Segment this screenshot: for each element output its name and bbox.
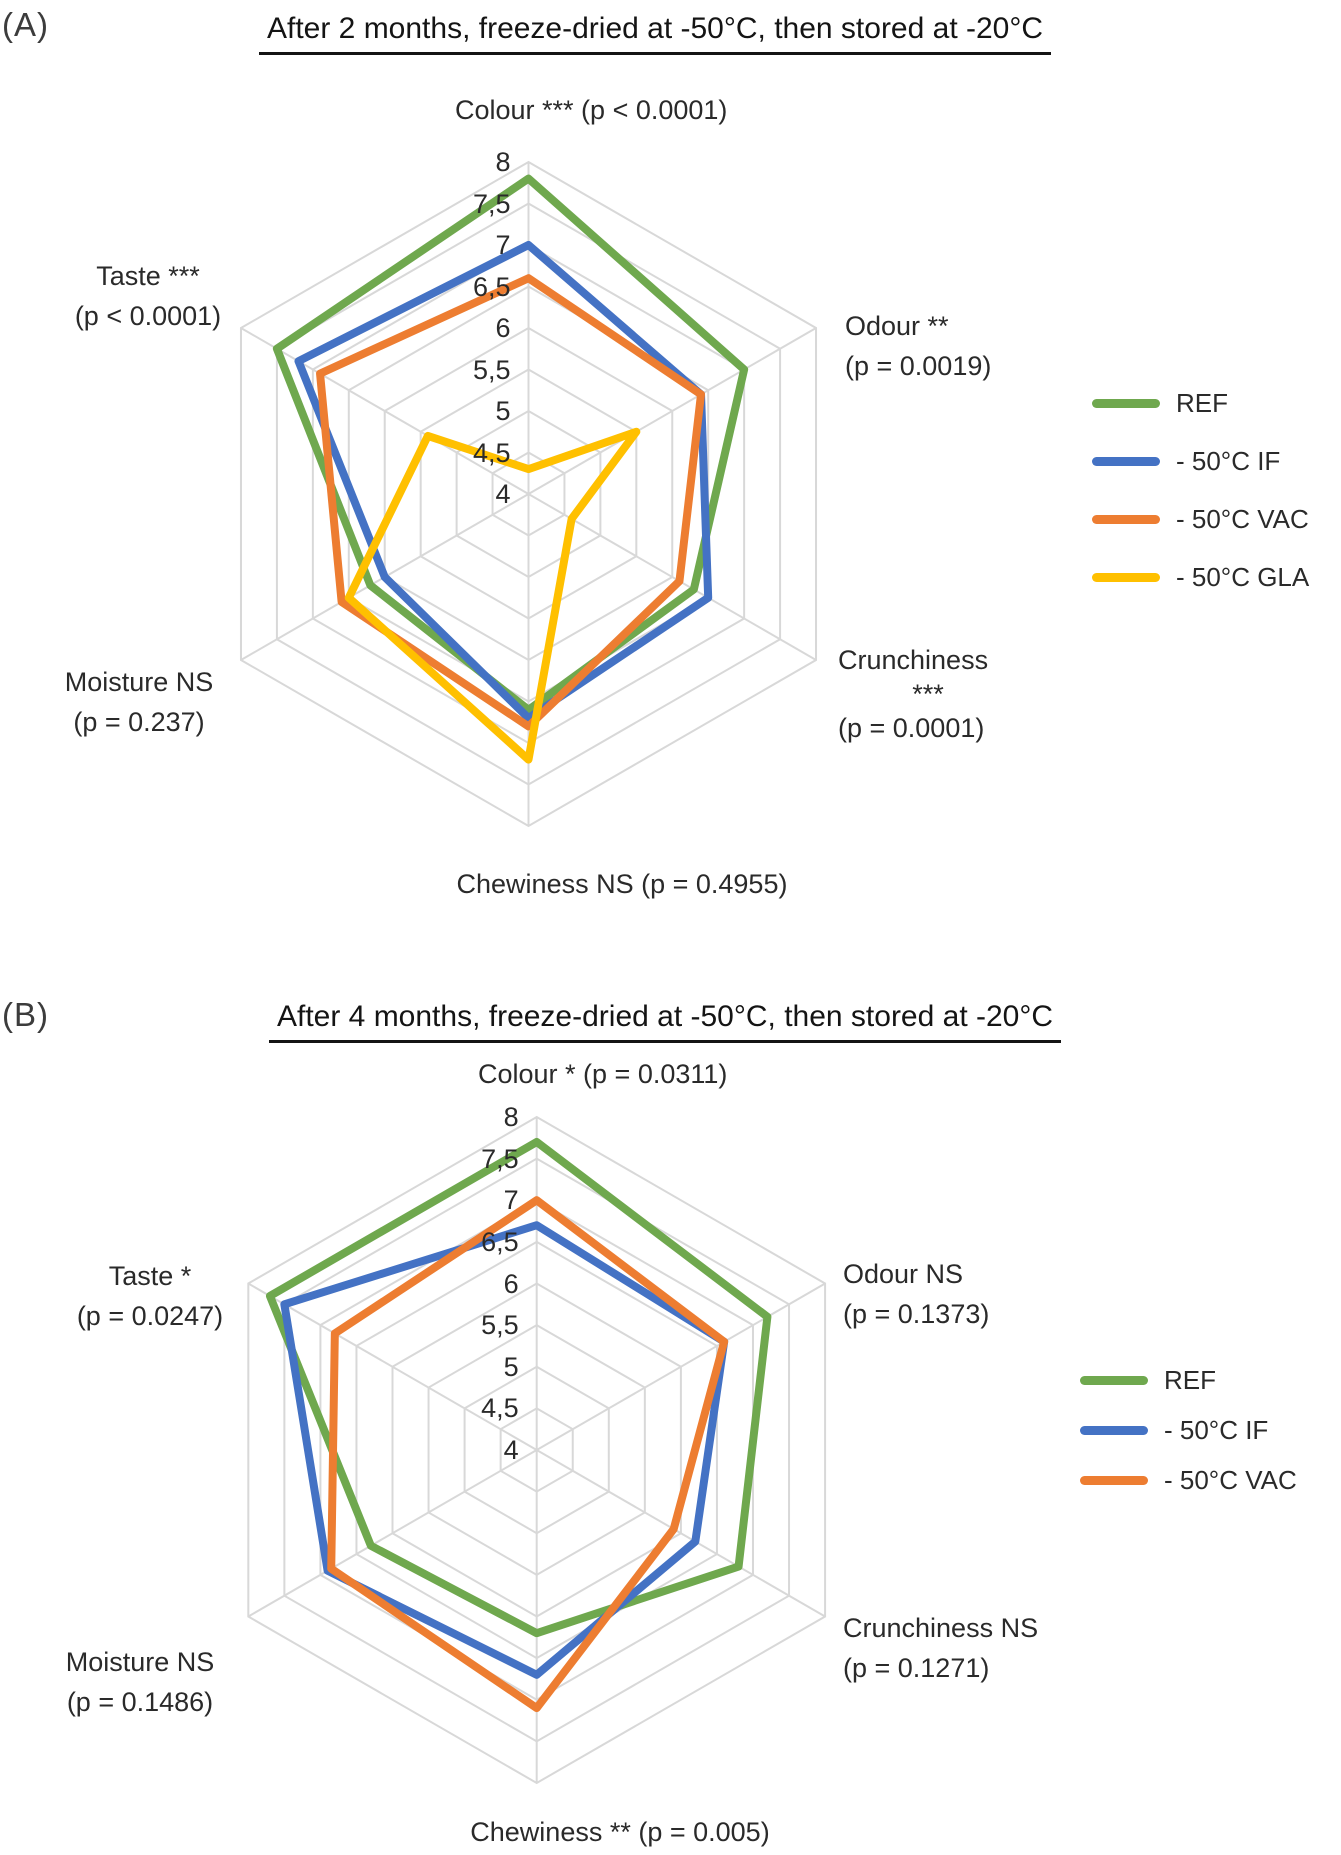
- grid-spoke: [247, 1449, 538, 1618]
- axis-label-line: (p = 0.1486): [66, 1687, 214, 1717]
- axis-label-line: Taste *: [108, 1261, 192, 1291]
- axis-label-crunchiness-b: Crunchiness NS (p = 0.1271): [843, 1608, 1038, 1688]
- legend-item-if: - 50°C IF: [1092, 444, 1309, 478]
- series-line-vac: [327, 1196, 729, 1713]
- chart-b-title: After 4 months, freeze-dried at -50°C, t…: [150, 1000, 1180, 1043]
- axis-label-line: (p < 0.0001): [74, 301, 222, 331]
- axis-label-taste-b: Taste * (p = 0.0247): [50, 1256, 250, 1336]
- grid-ring: [319, 1199, 754, 1701]
- legend-label-ref: REF: [1176, 387, 1228, 418]
- axis-label-moisture-a: Moisture NS (p = 0.237): [40, 662, 238, 742]
- grid-ring: [311, 243, 746, 745]
- radial-tick-label: 4: [503, 1435, 519, 1465]
- radial-tick-label: 7,5: [472, 188, 511, 219]
- legend-item-vac: - 50°C VAC: [1080, 1463, 1297, 1497]
- radial-tick-label: 4,5: [481, 1393, 519, 1424]
- radial-tick-label: 5: [503, 1351, 519, 1382]
- axis-label-line: (p = 0.0001): [838, 713, 985, 743]
- radar-chart-b: [247, 1115, 827, 1785]
- ref-line-swatch: [1092, 398, 1160, 408]
- axis-label-line: (p = 0.0247): [76, 1301, 224, 1331]
- axis-label-line: Odour NS: [843, 1259, 964, 1289]
- if-line-swatch: [1092, 456, 1160, 466]
- panel-a-tag: (A): [2, 6, 49, 43]
- axis-label-line: ***: [912, 679, 944, 709]
- grid-spoke: [528, 327, 817, 495]
- grid-spoke: [528, 493, 817, 661]
- grid-ring: [283, 1157, 791, 1743]
- legend-a: REF - 50°C IF - 50°C VAC - 50°C GLA: [1092, 386, 1309, 618]
- axis-label-odour-a: Odour ** (p = 0.0019): [845, 306, 991, 386]
- grid-spoke: [240, 493, 530, 661]
- legend-item-vac: - 50°C VAC: [1092, 502, 1309, 536]
- legend-item-gla: - 50°C GLA: [1092, 560, 1309, 594]
- legend-label-vac: - 50°C VAC: [1164, 1464, 1297, 1495]
- axis-label-colour-a: Colour *** (p < 0.0001): [455, 95, 728, 125]
- axis-label-line: Moisture NS: [64, 667, 214, 697]
- radial-tick-label: 7: [495, 230, 511, 260]
- axis-label-taste-a: Taste *** (p < 0.0001): [52, 256, 244, 336]
- axis-label-moisture-b: Moisture NS (p = 0.1486): [40, 1642, 240, 1722]
- if-line-swatch: [1080, 1425, 1148, 1435]
- grid-ring: [239, 160, 818, 828]
- radial-tick-label: 8: [503, 1102, 519, 1132]
- axis-label-line: Taste ***: [96, 261, 200, 291]
- grid-ring: [275, 202, 782, 786]
- radial-tick-label: 4,5: [472, 437, 511, 468]
- grid-spoke: [536, 1449, 826, 1618]
- grid-ring: [347, 285, 710, 703]
- axis-label-chewiness-b: Chewiness ** (p = 0.005): [470, 1817, 770, 1847]
- chart-b-title-text: After 4 months, freeze-dried at -50°C, t…: [268, 1000, 1062, 1043]
- radial-tick-label: 5: [495, 396, 511, 426]
- radial-tick-label: 4: [495, 479, 511, 509]
- legend-label-gla: - 50°C GLA: [1176, 561, 1310, 592]
- series-line-ref: [265, 1137, 772, 1638]
- axis-label-line: Crunchiness NS: [843, 1613, 1039, 1643]
- radial-tick-label: 6,5: [472, 271, 511, 302]
- legend-b: REF - 50°C IF - 50°C VAC: [1080, 1363, 1297, 1513]
- legend-label-if: - 50°C IF: [1176, 445, 1281, 476]
- legend-label-vac: - 50°C VAC: [1176, 503, 1309, 534]
- axis-label-line: (p = 0.1373): [843, 1299, 990, 1329]
- radar-chart-a: [239, 160, 818, 828]
- axis-label-line: (p = 0.237): [73, 707, 205, 737]
- grid-spoke: [536, 1282, 826, 1451]
- vac-line-swatch: [1080, 1475, 1148, 1485]
- chart-a-title: After 2 months, freeze-dried at -50°C, t…: [150, 12, 1160, 55]
- grid-ring: [355, 1240, 718, 1660]
- legend-label-if: - 50°C IF: [1164, 1414, 1269, 1445]
- radial-tick-label: 6: [495, 313, 511, 343]
- radial-tick-label: 7: [503, 1185, 519, 1216]
- axis-label-crunchiness-a: Crunchiness *** (p = 0.0001): [838, 640, 1018, 748]
- series-line-ref: [272, 174, 749, 714]
- gla-line-swatch: [1092, 572, 1160, 582]
- axis-label-line: (p = 0.1271): [843, 1653, 990, 1683]
- axis-label-line: Crunchiness: [838, 645, 989, 675]
- axis-label-colour-b: Colour * (p = 0.0311): [478, 1059, 728, 1089]
- legend-item-ref: REF: [1092, 386, 1309, 420]
- radial-tick-label: 5,5: [481, 1310, 519, 1341]
- radial-tick-label: 5,5: [472, 354, 511, 385]
- series-line-vac: [316, 274, 706, 731]
- chart-a-title-text: After 2 months, freeze-dried at -50°C, t…: [258, 12, 1052, 55]
- ref-line-swatch: [1080, 1375, 1148, 1385]
- grid-ring: [247, 1115, 827, 1785]
- legend-label-ref: REF: [1164, 1364, 1216, 1395]
- radial-tick-label: 6,5: [481, 1226, 519, 1257]
- vac-line-swatch: [1092, 514, 1160, 524]
- radial-tick-label: 7,5: [481, 1143, 519, 1174]
- radial-tick-label: 6: [503, 1268, 519, 1299]
- axis-label-line: (p = 0.0019): [845, 351, 992, 381]
- axis-label-line: Odour **: [845, 311, 949, 341]
- legend-item-if: - 50°C IF: [1080, 1413, 1297, 1447]
- legend-item-ref: REF: [1080, 1363, 1297, 1397]
- panel-b-tag: (B): [2, 996, 49, 1033]
- radial-tick-label: 8: [495, 147, 511, 177]
- axis-label-odour-b: Odour NS (p = 0.1373): [843, 1254, 989, 1334]
- axis-label-line: Moisture NS: [65, 1647, 215, 1677]
- axis-label-chewiness-a: Chewiness NS (p = 0.4955): [456, 869, 788, 899]
